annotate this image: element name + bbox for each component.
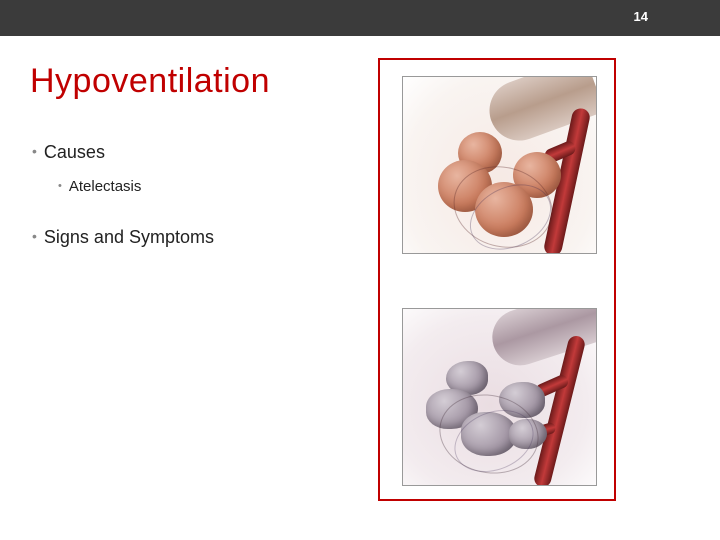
- bullet-causes: • Causes: [32, 142, 105, 163]
- header-bar: [0, 0, 720, 36]
- illustration-collapsed-alveoli: [402, 308, 597, 486]
- bullet-causes-label: Causes: [44, 142, 105, 162]
- bullet-signs-symptoms: • Signs and Symptoms: [32, 227, 214, 248]
- slide-title: Hypoventilation: [30, 62, 270, 101]
- page-number: 14: [634, 9, 648, 24]
- bullet-dot-icon: •: [58, 180, 62, 192]
- bullet-dot-icon: •: [32, 143, 37, 159]
- alveoli-cluster: [433, 132, 563, 247]
- slide: 14 Hypoventilation •Causes •Atelectasis …: [0, 0, 720, 540]
- illustration-frame: [378, 58, 616, 501]
- sub-bullet-atelectasis-label: Atelectasis: [69, 178, 142, 195]
- sub-bullet-atelectasis: • Atelectasis: [58, 178, 141, 195]
- bullet-signs-symptoms-label: Signs and Symptoms: [44, 227, 214, 247]
- bullet-dot-icon: •: [32, 228, 37, 244]
- alveoli-cluster-collapsed: [421, 357, 561, 477]
- illustration-healthy-alveoli: [402, 76, 597, 254]
